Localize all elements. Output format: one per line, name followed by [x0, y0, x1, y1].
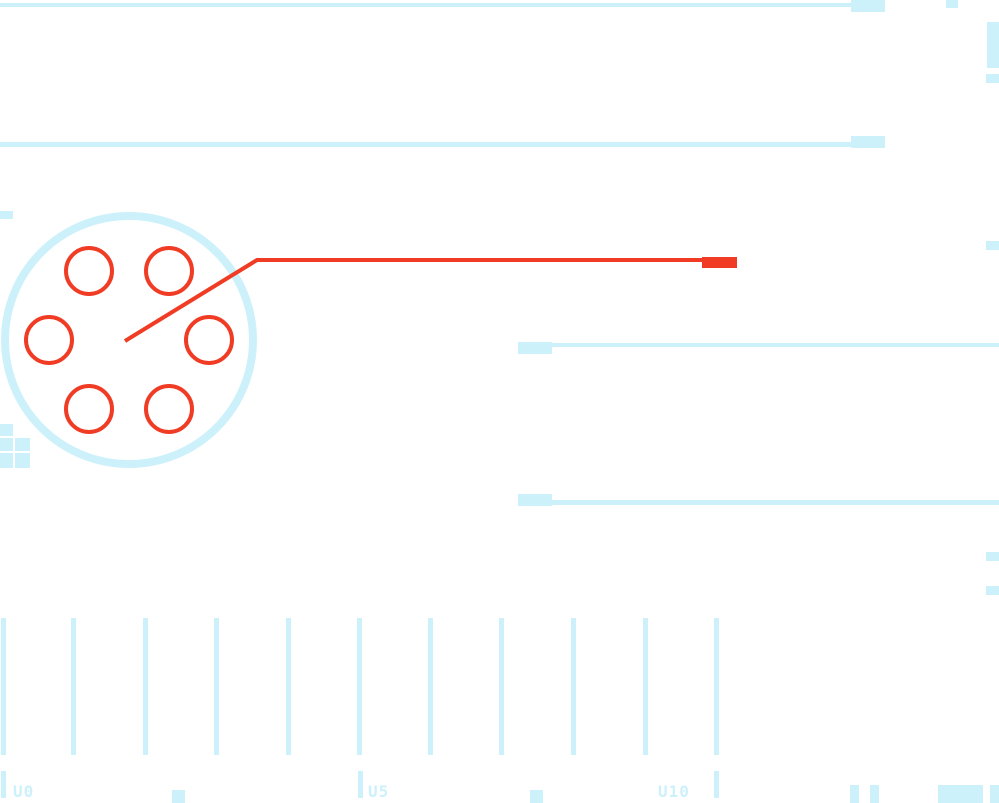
label-dot: [850, 785, 859, 803]
middle-bus-rail: [548, 343, 999, 347]
label-marker: [358, 771, 363, 798]
cluster-pad: [15, 453, 30, 468]
cluster-pad: [0, 438, 13, 451]
scale-label-u5: U5: [368, 782, 389, 801]
scale-label-u0: U0: [13, 782, 34, 801]
cluster-pad: [15, 438, 30, 451]
right-pad: [986, 586, 999, 595]
pad-cluster: [0, 424, 30, 468]
selector-pin: [64, 384, 114, 434]
middle-bus-pad: [518, 342, 552, 354]
scale-ruler: U0 U5 U10: [1, 618, 999, 803]
label-dot: [870, 785, 879, 803]
middle-bus-rail-lower: [548, 500, 999, 505]
label-dot: [990, 785, 999, 803]
top-bus-pad-lower: [851, 136, 885, 148]
corner-pad: [946, 0, 958, 8]
ruler-tick: [214, 618, 219, 755]
ruler-tick: [143, 618, 148, 755]
edge-connector: [987, 22, 999, 68]
right-pad: [986, 241, 999, 250]
ruler-tick: [714, 618, 719, 755]
ruler-tick: [643, 618, 648, 755]
ruler-tick: [428, 618, 433, 755]
selector-ring: [1, 212, 257, 468]
ruler-tick: [499, 618, 504, 755]
selector-pin: [184, 315, 234, 365]
middle-bus-pad-lower: [518, 494, 552, 506]
selector-pin: [144, 246, 194, 296]
cluster-pad: [0, 424, 13, 436]
scale-label-u10: U10: [658, 782, 690, 801]
right-pad: [986, 552, 999, 561]
top-bus-pad: [851, 0, 885, 12]
selector-pin: [24, 315, 74, 365]
cluster-pad: [0, 453, 13, 468]
top-bus: [0, 0, 999, 148]
selector-wiper-trace: [123, 258, 703, 343]
wiper-terminal-pad: [702, 257, 737, 268]
rotary-selector: [1, 212, 737, 468]
label-marker: [714, 771, 719, 798]
top-bus-rail-lower: [0, 142, 855, 147]
top-bus-rail: [0, 3, 855, 7]
label-bar: [938, 785, 983, 803]
label-marker: [1, 771, 6, 798]
ruler-tick: [571, 618, 576, 755]
ruler-tick: [357, 618, 362, 755]
selector-pin: [64, 246, 114, 296]
ruler-tick: [286, 618, 291, 755]
selector-pin: [144, 384, 194, 434]
label-dot: [530, 790, 543, 803]
ruler-tick: [1, 618, 6, 755]
edge-pad: [986, 74, 999, 83]
ruler-tick: [71, 618, 76, 755]
label-dot: [172, 790, 185, 803]
left-pad: [0, 211, 13, 219]
middle-bus: [518, 342, 999, 506]
